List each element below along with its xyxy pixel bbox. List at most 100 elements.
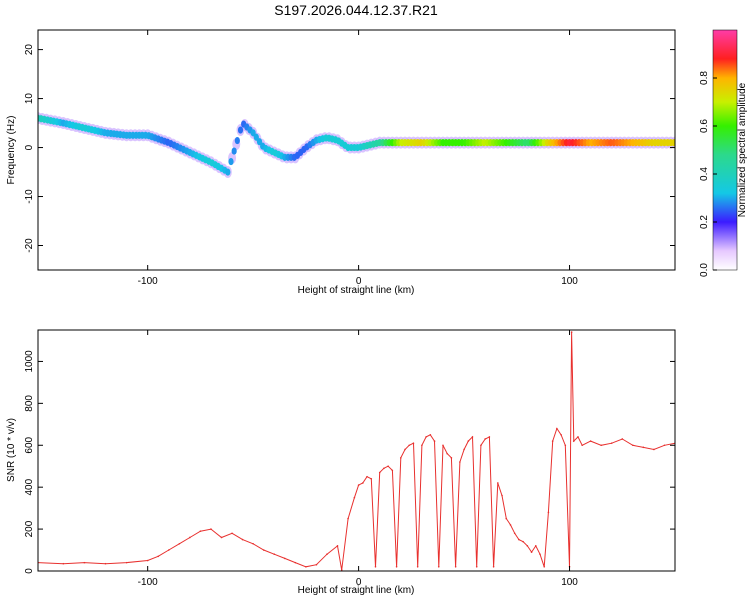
snr-point bbox=[336, 545, 339, 547]
spectrogram-cell bbox=[256, 138, 263, 146]
chart-title: S197.2026.044.12.37.R21 bbox=[274, 2, 438, 18]
snr-frame bbox=[37, 329, 676, 572]
snr-point bbox=[450, 457, 453, 459]
snr-point bbox=[273, 553, 276, 556]
snr-point bbox=[463, 448, 465, 451]
spectrogram-cell bbox=[228, 157, 234, 166]
colorbar: 0.0 0.2 0.4 0.6 0.8 Normalized spectral ampl… bbox=[699, 29, 748, 277]
snr-point bbox=[395, 566, 398, 568]
snr-point bbox=[437, 566, 440, 568]
snr-point bbox=[433, 440, 436, 442]
snr-point bbox=[305, 566, 307, 568]
snr-point bbox=[357, 484, 360, 486]
snr-point bbox=[62, 562, 65, 565]
snr-plot-area bbox=[38, 330, 675, 571]
snr-point bbox=[366, 475, 368, 478]
snr-point bbox=[488, 436, 491, 438]
snr-point bbox=[577, 436, 579, 438]
snr-point bbox=[484, 438, 486, 440]
snr-point bbox=[581, 444, 583, 447]
snr-y-ticks: 0 200 400 600 800 1000 bbox=[24, 350, 675, 574]
snr-point bbox=[572, 440, 575, 442]
spectrogram-frame bbox=[37, 29, 676, 271]
snr-point bbox=[157, 555, 160, 558]
snr-point bbox=[642, 446, 645, 449]
snr-point bbox=[534, 545, 537, 547]
snr-point bbox=[383, 467, 385, 470]
snr-y-label: SNR (10 * v/v) bbox=[6, 418, 17, 482]
spectrogram-cell bbox=[234, 136, 240, 145]
snr-point bbox=[340, 569, 343, 571]
snr-point bbox=[104, 562, 107, 565]
snr-point bbox=[374, 566, 377, 568]
snr-point bbox=[610, 442, 613, 444]
y-tick-label: 20 bbox=[24, 44, 35, 56]
snr-point bbox=[632, 444, 634, 447]
snr-point bbox=[526, 545, 529, 547]
colorbar-scale bbox=[712, 29, 738, 271]
snr-point bbox=[189, 536, 191, 539]
snr-point bbox=[600, 444, 602, 447]
spectrogram-x-label: Height of straight line (km) bbox=[298, 285, 415, 296]
spectrogram-x-ticks: -100 0 100 bbox=[138, 30, 578, 287]
snr-point bbox=[539, 553, 541, 556]
snr-point bbox=[480, 444, 482, 447]
colorbar-tick-label: 0.2 bbox=[699, 215, 710, 229]
snr-x-label: Height of straight line (km) bbox=[298, 585, 415, 596]
snr-point bbox=[551, 440, 554, 442]
snr-point bbox=[454, 566, 457, 568]
colorbar-tick-label: 0.4 bbox=[699, 167, 710, 181]
colorbar-ticks: 0.0 0.2 0.4 0.6 0.8 bbox=[699, 71, 717, 277]
snr-point bbox=[492, 566, 495, 568]
snr-point bbox=[560, 433, 562, 436]
snr-point bbox=[387, 465, 389, 468]
snr-point bbox=[404, 448, 406, 451]
snr-point bbox=[621, 438, 624, 440]
snr-point bbox=[262, 549, 265, 551]
y-tick-label: 200 bbox=[24, 520, 35, 537]
snr-point bbox=[362, 482, 364, 484]
snr-point bbox=[518, 538, 520, 541]
snr-point bbox=[556, 427, 558, 430]
x-tick-label: 0 bbox=[356, 276, 362, 287]
snr-point bbox=[421, 444, 423, 447]
snr-point bbox=[412, 442, 415, 444]
y-tick-label: 0 bbox=[24, 568, 35, 574]
snr-point bbox=[178, 542, 181, 545]
snr-marks bbox=[38, 331, 675, 571]
snr-x-ticks: -100 0 100 bbox=[138, 330, 578, 588]
snr-point bbox=[283, 557, 286, 560]
x-tick-label: -100 bbox=[138, 577, 158, 588]
snr-point bbox=[446, 452, 448, 455]
snr-point bbox=[231, 532, 233, 535]
snr-point bbox=[564, 444, 567, 447]
snr-point bbox=[315, 563, 318, 566]
x-tick-label: -100 bbox=[138, 276, 158, 287]
snr-point bbox=[497, 482, 499, 484]
snr-point bbox=[167, 549, 170, 551]
snr-point bbox=[471, 436, 474, 438]
snr-point bbox=[505, 517, 508, 520]
colorbar-tick-label: 0.0 bbox=[699, 263, 710, 277]
y-tick-label: 1000 bbox=[24, 350, 35, 373]
y-tick-label: 10 bbox=[24, 93, 35, 105]
snr-point bbox=[653, 448, 655, 451]
snr-point bbox=[326, 553, 328, 556]
snr-point bbox=[530, 551, 533, 553]
colorbar-tick-label: 0.6 bbox=[699, 119, 710, 133]
snr-point bbox=[220, 536, 223, 539]
snr-point bbox=[522, 540, 524, 543]
snr-point bbox=[252, 542, 254, 545]
x-tick-label: 100 bbox=[561, 276, 578, 287]
snr-point bbox=[589, 440, 592, 442]
snr-point bbox=[399, 457, 402, 459]
snr-point bbox=[425, 436, 427, 438]
snr-point bbox=[442, 444, 444, 447]
snr-point bbox=[570, 331, 573, 333]
y-tick-label: 600 bbox=[24, 436, 35, 453]
snr-point bbox=[429, 433, 432, 436]
y-tick-label: 400 bbox=[24, 478, 35, 495]
snr-panel: -100 0 100 0 200 400 600 800 1000 Height of str… bbox=[6, 329, 676, 596]
